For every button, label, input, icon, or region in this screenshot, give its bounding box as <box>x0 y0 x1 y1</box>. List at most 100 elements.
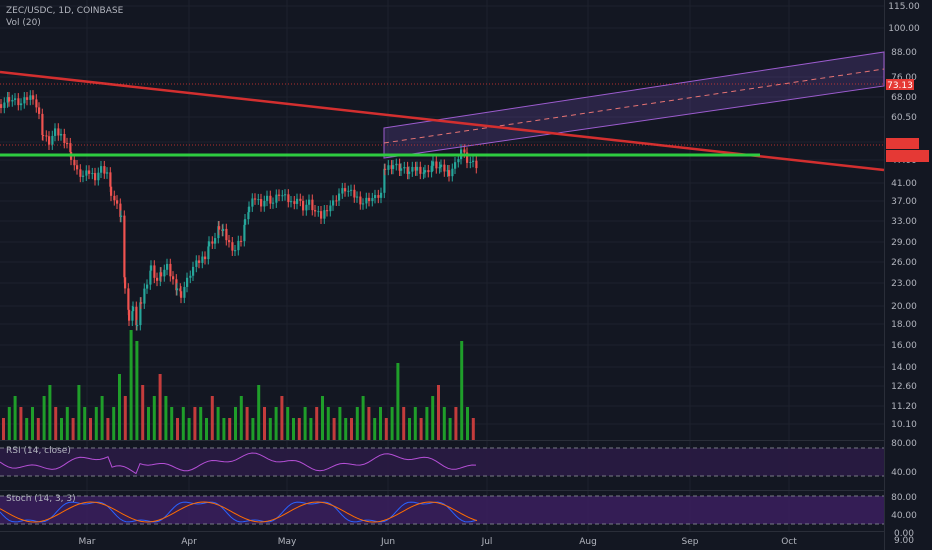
candle-body <box>317 211 320 213</box>
candle-body <box>169 263 172 277</box>
candle-body <box>106 172 109 174</box>
candle-body <box>14 98 17 100</box>
candle-body <box>419 166 422 174</box>
stoch-k-series <box>0 501 478 523</box>
volume-bar <box>303 407 307 440</box>
candle-body <box>132 306 135 312</box>
price-axis-tick: 14.00 <box>891 363 917 373</box>
candle-body <box>266 195 269 201</box>
candle-body <box>427 170 430 173</box>
candle-body <box>408 171 411 174</box>
volume-bar <box>7 407 11 440</box>
candle-body <box>281 195 284 197</box>
volume-bar <box>48 385 52 440</box>
candle-body <box>374 195 377 199</box>
price-axis-tick: 41.00 <box>891 179 917 189</box>
price-axis-tick: 23.00 <box>891 279 917 289</box>
candle-body <box>109 172 112 187</box>
candle-body <box>299 198 302 201</box>
candle-body <box>293 201 296 204</box>
candle-body <box>186 277 189 287</box>
volume-bar <box>147 407 150 440</box>
candle-body <box>85 170 88 176</box>
price-axis-tick: 115.00 <box>888 2 920 12</box>
candle-body <box>29 95 32 100</box>
candle-body <box>390 165 393 169</box>
volume-bar <box>13 396 17 440</box>
volume-bar <box>187 418 191 440</box>
volume-bar <box>268 418 272 440</box>
candle-body <box>305 204 308 211</box>
volume-bar <box>471 418 475 440</box>
candles <box>0 90 478 331</box>
candle-body <box>110 186 113 196</box>
volume-bar <box>239 396 243 440</box>
candle-body <box>384 168 387 170</box>
time-axis-tick: Jun <box>380 537 395 547</box>
candle-body <box>208 241 211 247</box>
candle-body <box>136 325 139 327</box>
price-axis-tick: 68.00 <box>891 93 917 103</box>
candle-body <box>97 172 100 181</box>
candle-body <box>338 193 341 201</box>
rsi-axis-tick: 40.00 <box>891 468 917 478</box>
candle-body <box>183 286 186 298</box>
stoch-band <box>0 496 884 524</box>
candle-body <box>296 198 299 204</box>
volume-bar <box>118 374 121 440</box>
volume-bar <box>413 407 417 440</box>
grid-lines <box>0 0 884 531</box>
candle-body <box>113 195 116 201</box>
candle-body <box>94 173 97 181</box>
candle-body <box>254 198 257 200</box>
candle-body <box>247 212 250 220</box>
candle-body <box>377 195 380 198</box>
volume-bar <box>129 330 133 440</box>
rsi-band <box>0 448 884 476</box>
candle-body <box>398 163 401 171</box>
volume-bar <box>292 418 295 440</box>
rsi-line <box>0 452 477 475</box>
candle-body <box>204 256 207 260</box>
candle-body <box>243 224 246 242</box>
candle-body <box>123 215 126 278</box>
candle-body <box>278 194 281 196</box>
volume-bar <box>390 407 394 440</box>
candle-body <box>211 241 214 244</box>
candle-body <box>198 260 201 263</box>
volume-bar <box>234 407 237 440</box>
candle-body <box>179 288 182 292</box>
volume-bar <box>152 396 156 440</box>
candle-body <box>260 199 263 207</box>
volume-bar <box>408 418 411 440</box>
volume-bar <box>112 407 116 440</box>
volume-bar <box>332 418 336 440</box>
volume-bar <box>135 341 139 440</box>
candle-body <box>362 203 365 205</box>
candle-body <box>63 133 66 144</box>
volume-bar <box>350 418 353 440</box>
candle-body <box>365 197 368 204</box>
volume-bar <box>176 418 179 440</box>
candle-body <box>446 170 449 172</box>
candle-body <box>172 276 175 280</box>
volume-bar <box>89 418 92 440</box>
candle-body <box>76 165 79 170</box>
candle-body <box>124 277 127 289</box>
candle-body <box>180 291 183 298</box>
candle-body <box>163 269 166 277</box>
volume-bar <box>170 407 174 440</box>
volume-bar <box>42 396 46 440</box>
volume-bar <box>216 407 220 440</box>
candle-body <box>8 97 11 102</box>
candle-body <box>82 175 85 177</box>
candle-body <box>66 143 69 145</box>
time-axis-tick: May <box>278 537 297 547</box>
price-tag-73-label: 73.13 <box>887 81 913 91</box>
candle-body <box>454 162 457 169</box>
volume-bar <box>257 385 261 440</box>
price-axis-tick: 10.10 <box>891 420 917 430</box>
stoch-axis-tick: 40.00 <box>891 511 917 521</box>
volume-bar <box>361 396 365 440</box>
